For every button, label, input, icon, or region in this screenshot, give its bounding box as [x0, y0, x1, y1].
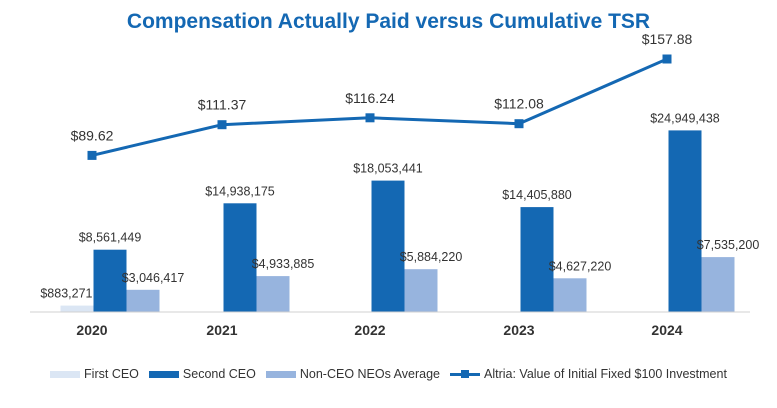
- legend-item-non-ceo: Non-CEO NEOs Average: [265, 367, 440, 381]
- x-tick-label-2023: 2023: [503, 322, 534, 338]
- bar-non-ceo-neos-average-2020: [126, 289, 160, 312]
- tsr-line: [91, 57, 668, 157]
- legend-label-non-ceo: Non-CEO NEOs Average: [299, 367, 440, 381]
- tsr-marker-2021: [217, 120, 227, 130]
- bar-non-ceo-neos-average-2023: [553, 278, 587, 312]
- legend-label-tsr: Altria: Value of Initial Fixed $100 Inve…: [483, 367, 727, 381]
- bar-first-ceo-2020: [60, 305, 94, 312]
- tsr-label-2023: $112.08: [494, 96, 544, 112]
- bar-label-non-ceo-neos-average-2022: $5,884,220: [400, 250, 463, 264]
- legend-item-second-ceo: Second CEO: [148, 367, 256, 381]
- legend-swatch-second-ceo: [148, 370, 179, 378]
- bar-label-second-ceo-2024: $24,949,438: [650, 111, 720, 125]
- x-tick-label-2022: 2022: [354, 322, 385, 338]
- bar-label-second-ceo-2021: $14,938,175: [205, 184, 275, 198]
- x-tick-label-2024: 2024: [651, 322, 682, 338]
- bar-label-non-ceo-neos-average-2024: $7,535,200: [697, 238, 760, 252]
- bar-label-non-ceo-neos-average-2021: $4,933,885: [252, 257, 315, 271]
- tsr-marker-2022: [365, 113, 375, 123]
- bar-second-ceo-2023: [520, 207, 554, 312]
- bar-label-second-ceo-2022: $18,053,441: [353, 162, 423, 176]
- bar-second-ceo-2024: [668, 130, 702, 312]
- legend-item-tsr: Altria: Value of Initial Fixed $100 Inve…: [449, 367, 727, 381]
- legend-swatch-non-ceo: [265, 370, 296, 378]
- bar-label-first-ceo-2020: $883,271: [40, 287, 92, 301]
- tsr-marker-2020: [87, 150, 97, 160]
- legend-label-second-ceo: Second CEO: [182, 367, 256, 381]
- legend: First CEO Second CEO Non-CEO NEOs Averag…: [0, 367, 777, 381]
- legend-swatch-tsr: [449, 368, 480, 380]
- bar-non-ceo-neos-average-2022: [404, 269, 438, 312]
- bar-second-ceo-2020: [93, 249, 127, 312]
- legend-label-first-ceo: First CEO: [84, 367, 139, 381]
- tsr-label-2020: $89.62: [71, 127, 114, 143]
- bar-label-second-ceo-2020: $8,561,449: [79, 231, 142, 245]
- tsr-marker-2023: [514, 119, 524, 129]
- bar-second-ceo-2021: [223, 203, 257, 312]
- legend-item-first-ceo: First CEO: [50, 367, 139, 381]
- chart-plot: $883,271 $8,561,449 $14,938,175 $18,053,441…: [30, 31, 760, 338]
- bar-label-non-ceo-neos-average-2023: $4,627,220: [549, 259, 612, 273]
- x-tick-label-2020: 2020: [76, 322, 107, 338]
- legend-swatch-first-ceo: [50, 370, 81, 378]
- chart-title: Compensation Actually Paid versus Cumula…: [126, 10, 651, 33]
- x-tick-label-2021: 2021: [206, 322, 237, 338]
- tsr-label-2022: $116.24: [345, 90, 395, 106]
- tsr-label-2021: $111.37: [198, 97, 247, 113]
- tsr-label-2024: $157.88: [642, 31, 693, 47]
- bar-non-ceo-neos-average-2024: [701, 257, 735, 312]
- bar-second-ceo-2022: [371, 180, 405, 312]
- tsr-marker-2024: [662, 54, 672, 64]
- bar-non-ceo-neos-average-2021: [256, 276, 290, 312]
- bar-label-non-ceo-neos-average-2020: $3,046,417: [122, 271, 185, 285]
- bar-label-second-ceo-2023: $14,405,880: [502, 188, 572, 202]
